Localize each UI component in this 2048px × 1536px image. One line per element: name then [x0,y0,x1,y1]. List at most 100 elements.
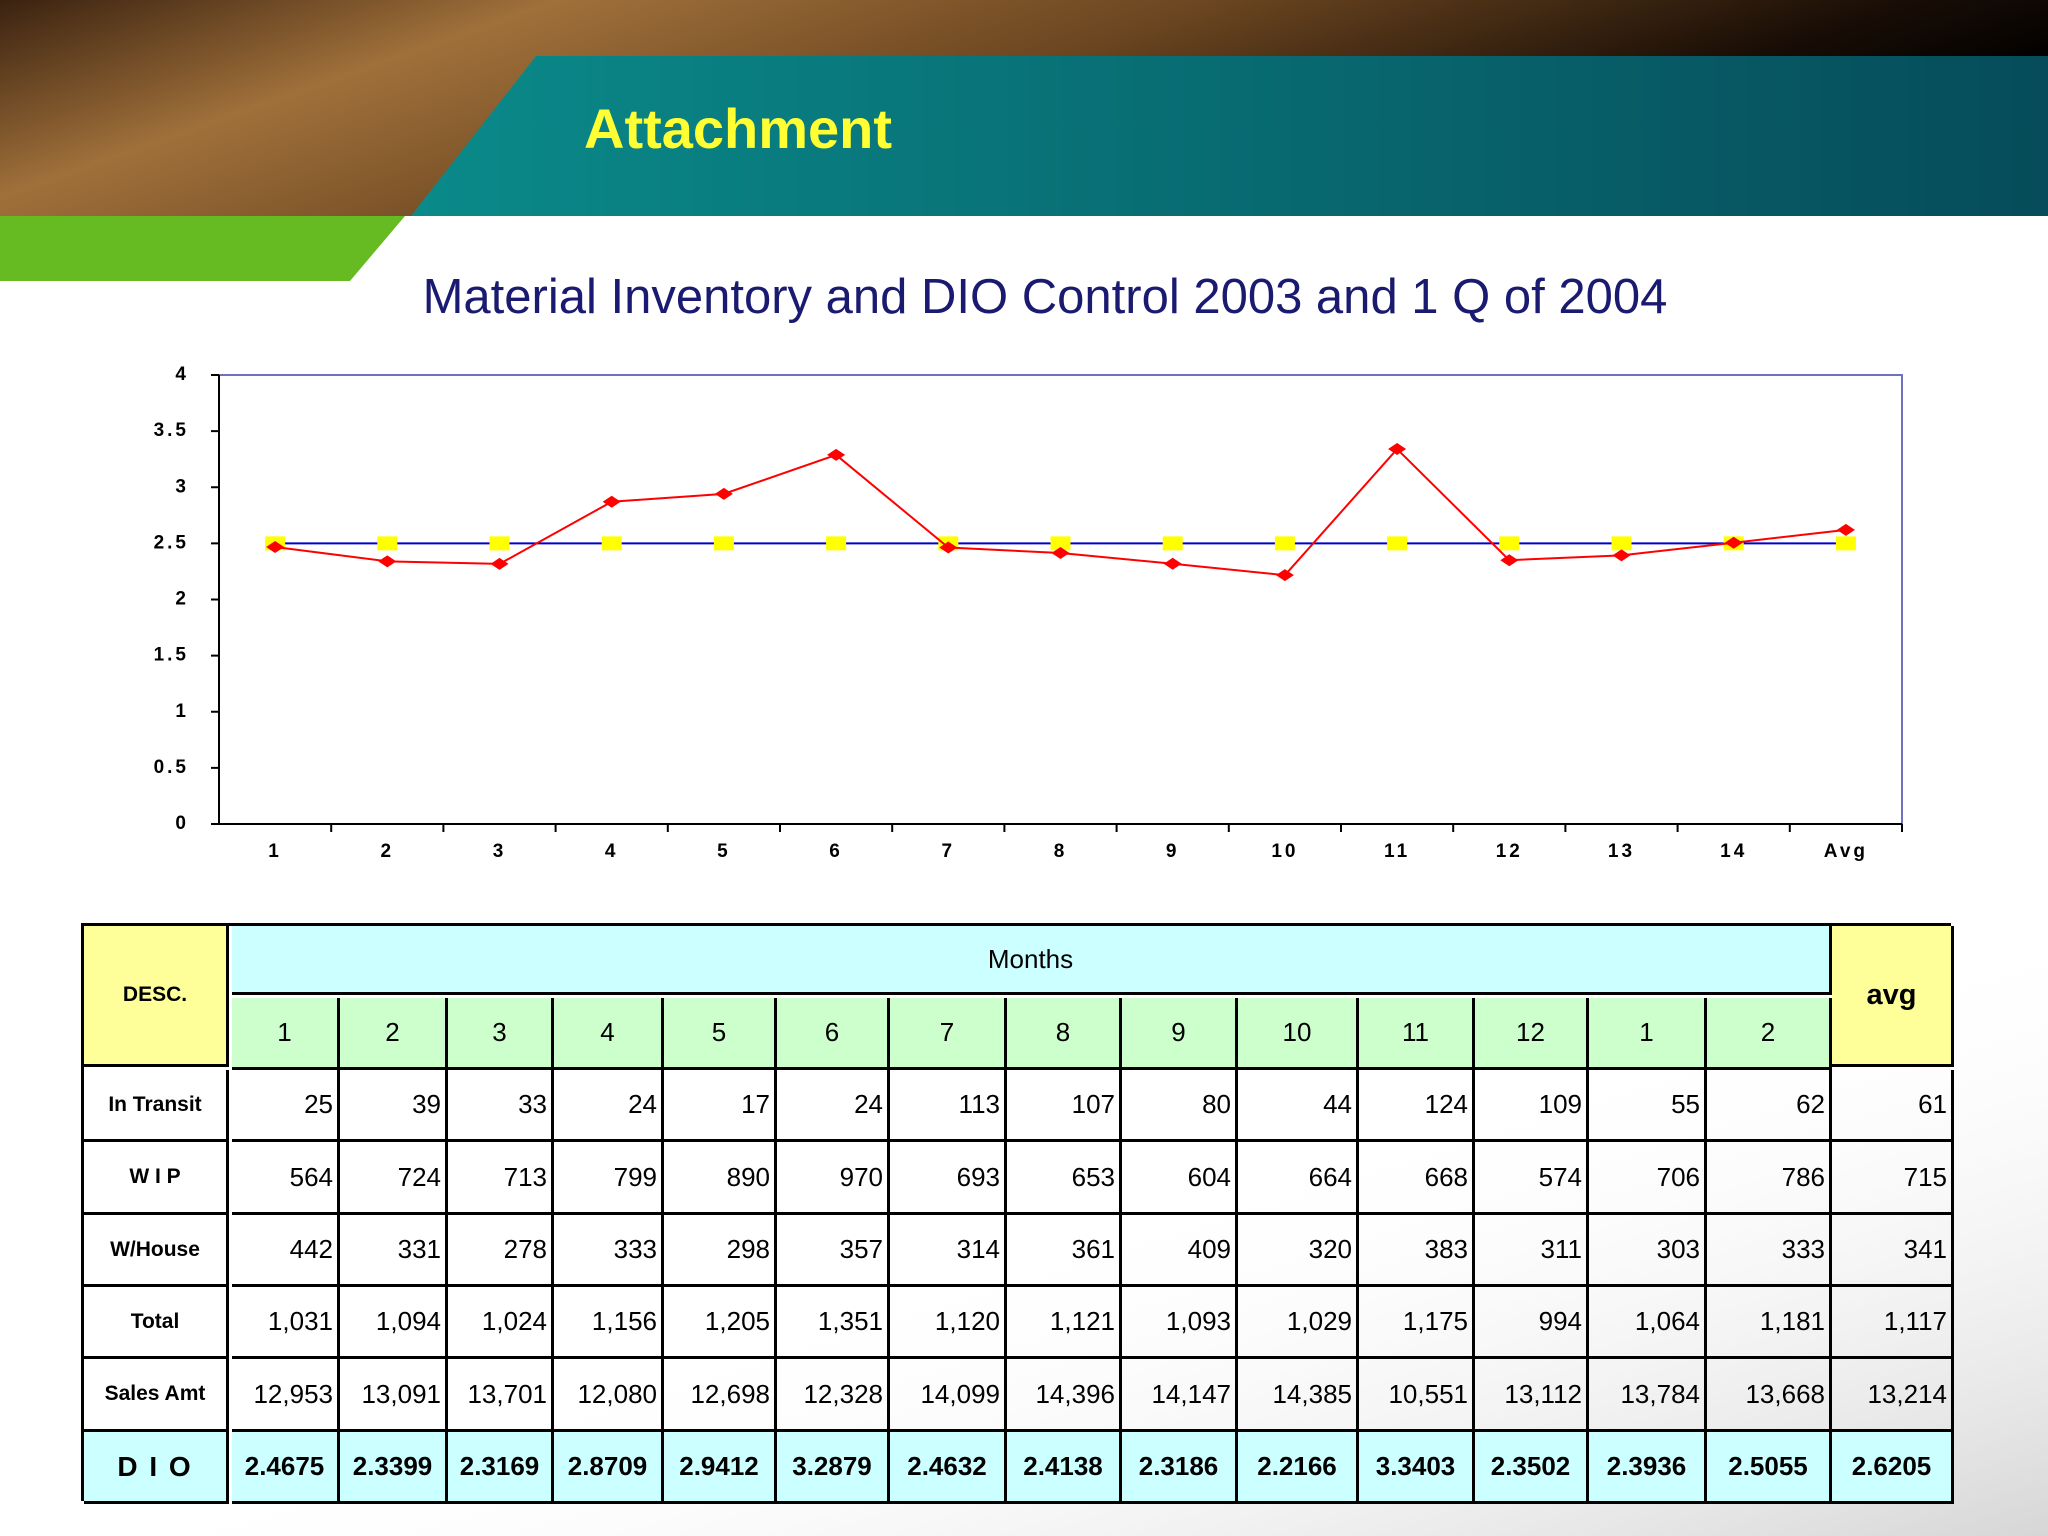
table-value: 574 [1475,1142,1589,1215]
month-label: 4 [554,998,664,1070]
table-value: 61 [1832,1070,1954,1142]
table-value: 715 [1832,1142,1954,1215]
month-label: 1 [1589,998,1707,1070]
avg-header: avg [1832,926,1954,1067]
table-value: 3.3403 [1359,1432,1475,1504]
marker [601,536,622,551]
marker [713,536,734,551]
table-value: 668 [1359,1142,1475,1215]
x-tick-label: 5 [717,841,731,862]
table-value: 2.3936 [1589,1432,1707,1504]
table-value: 1,029 [1238,1287,1359,1359]
y-tick-label: 4 [175,364,189,385]
table-value: 12,698 [664,1359,777,1432]
table-value: 2.6205 [1832,1432,1954,1504]
table-value: 2.8709 [554,1432,664,1504]
table-value: 39 [340,1070,448,1142]
marker [1388,443,1407,456]
marker [1612,549,1631,562]
y-tick-label: 0 [175,813,189,834]
table-value: 994 [1475,1287,1589,1359]
row-label: W/House [84,1215,229,1287]
table-value: 298 [664,1215,777,1287]
table-value: 107 [1007,1070,1122,1142]
table-value: 314 [890,1215,1007,1287]
x-tick-label: 1 [268,841,282,862]
table-value: 2.4632 [890,1432,1007,1504]
marker [1611,536,1632,551]
table-value: 80 [1122,1070,1238,1142]
marker [1275,569,1294,582]
row-label: W I P [84,1142,229,1215]
table-value: 1,351 [777,1287,890,1359]
x-tick-label: 4 [605,841,619,862]
marker [489,536,510,551]
table-value: 383 [1359,1215,1475,1287]
month-label: 6 [777,998,890,1070]
x-tick-label: 8 [1054,841,1068,862]
table-value: 12,080 [554,1359,664,1432]
x-tick-label: 14 [1720,841,1747,862]
marker [1051,547,1070,560]
marker [1836,523,1855,536]
table-value: 653 [1007,1142,1122,1215]
table-value: 2.3502 [1475,1432,1589,1504]
table-value: 13,091 [340,1359,448,1432]
desc-header: DESC. [84,926,229,1067]
table-value: 2.2166 [1238,1432,1359,1504]
table-value: 2.4138 [1007,1432,1122,1504]
y-tick-label: 3.5 [154,420,189,441]
table-value: 1,024 [448,1287,554,1359]
table-value: 409 [1122,1215,1238,1287]
plot-area [218,374,1903,825]
table-value: 2.9412 [664,1432,777,1504]
table-value: 361 [1007,1215,1122,1287]
table-value: 303 [1589,1215,1707,1287]
table-value: 1,205 [664,1287,777,1359]
row-label: Sales Amt [84,1359,229,1432]
month-label: 1 [232,998,340,1070]
y-tick-label: 0.5 [154,757,189,778]
month-label: 7 [890,998,1007,1070]
table-value: 2.3186 [1122,1432,1238,1504]
table-value: 320 [1238,1215,1359,1287]
table-value: 786 [1707,1142,1832,1215]
table-value: 14,396 [1007,1359,1122,1432]
table-value: 664 [1238,1142,1359,1215]
month-label: 10 [1238,998,1359,1070]
table-value: 278 [448,1215,554,1287]
marker [827,448,846,461]
table-value: 113 [890,1070,1007,1142]
table-value: 13,112 [1475,1359,1589,1432]
y-tick-label: 1.5 [154,645,189,666]
table-value: 604 [1122,1142,1238,1215]
month-label: 2 [340,998,448,1070]
marker [1499,536,1520,551]
table-value: 1,156 [554,1287,664,1359]
table-value: 13,668 [1707,1359,1832,1432]
x-tick-label: 10 [1271,841,1298,862]
table-value: 14,147 [1122,1359,1238,1432]
table-value: 713 [448,1142,554,1215]
marker [1274,536,1295,551]
table-value: 1,120 [890,1287,1007,1359]
marker [826,536,847,551]
table-value: 1,181 [1707,1287,1832,1359]
month-label: 2 [1707,998,1832,1070]
slide-title: Attachment [584,97,892,160]
table-value: 33 [448,1070,554,1142]
marker [1387,536,1408,551]
x-tick-label: 13 [1608,841,1635,862]
table-value: 12,953 [232,1359,340,1432]
table-value: 1,117 [1832,1287,1954,1359]
y-tick-label: 2 [175,589,189,610]
y-tick-label: 2.5 [154,532,189,553]
table-value: 706 [1589,1142,1707,1215]
table-value: 17 [664,1070,777,1142]
month-label: 8 [1007,998,1122,1070]
x-tick-label: 6 [829,841,843,862]
table-value: 724 [340,1142,448,1215]
table-value: 25 [232,1070,340,1142]
x-tick-label: 11 [1384,841,1410,862]
